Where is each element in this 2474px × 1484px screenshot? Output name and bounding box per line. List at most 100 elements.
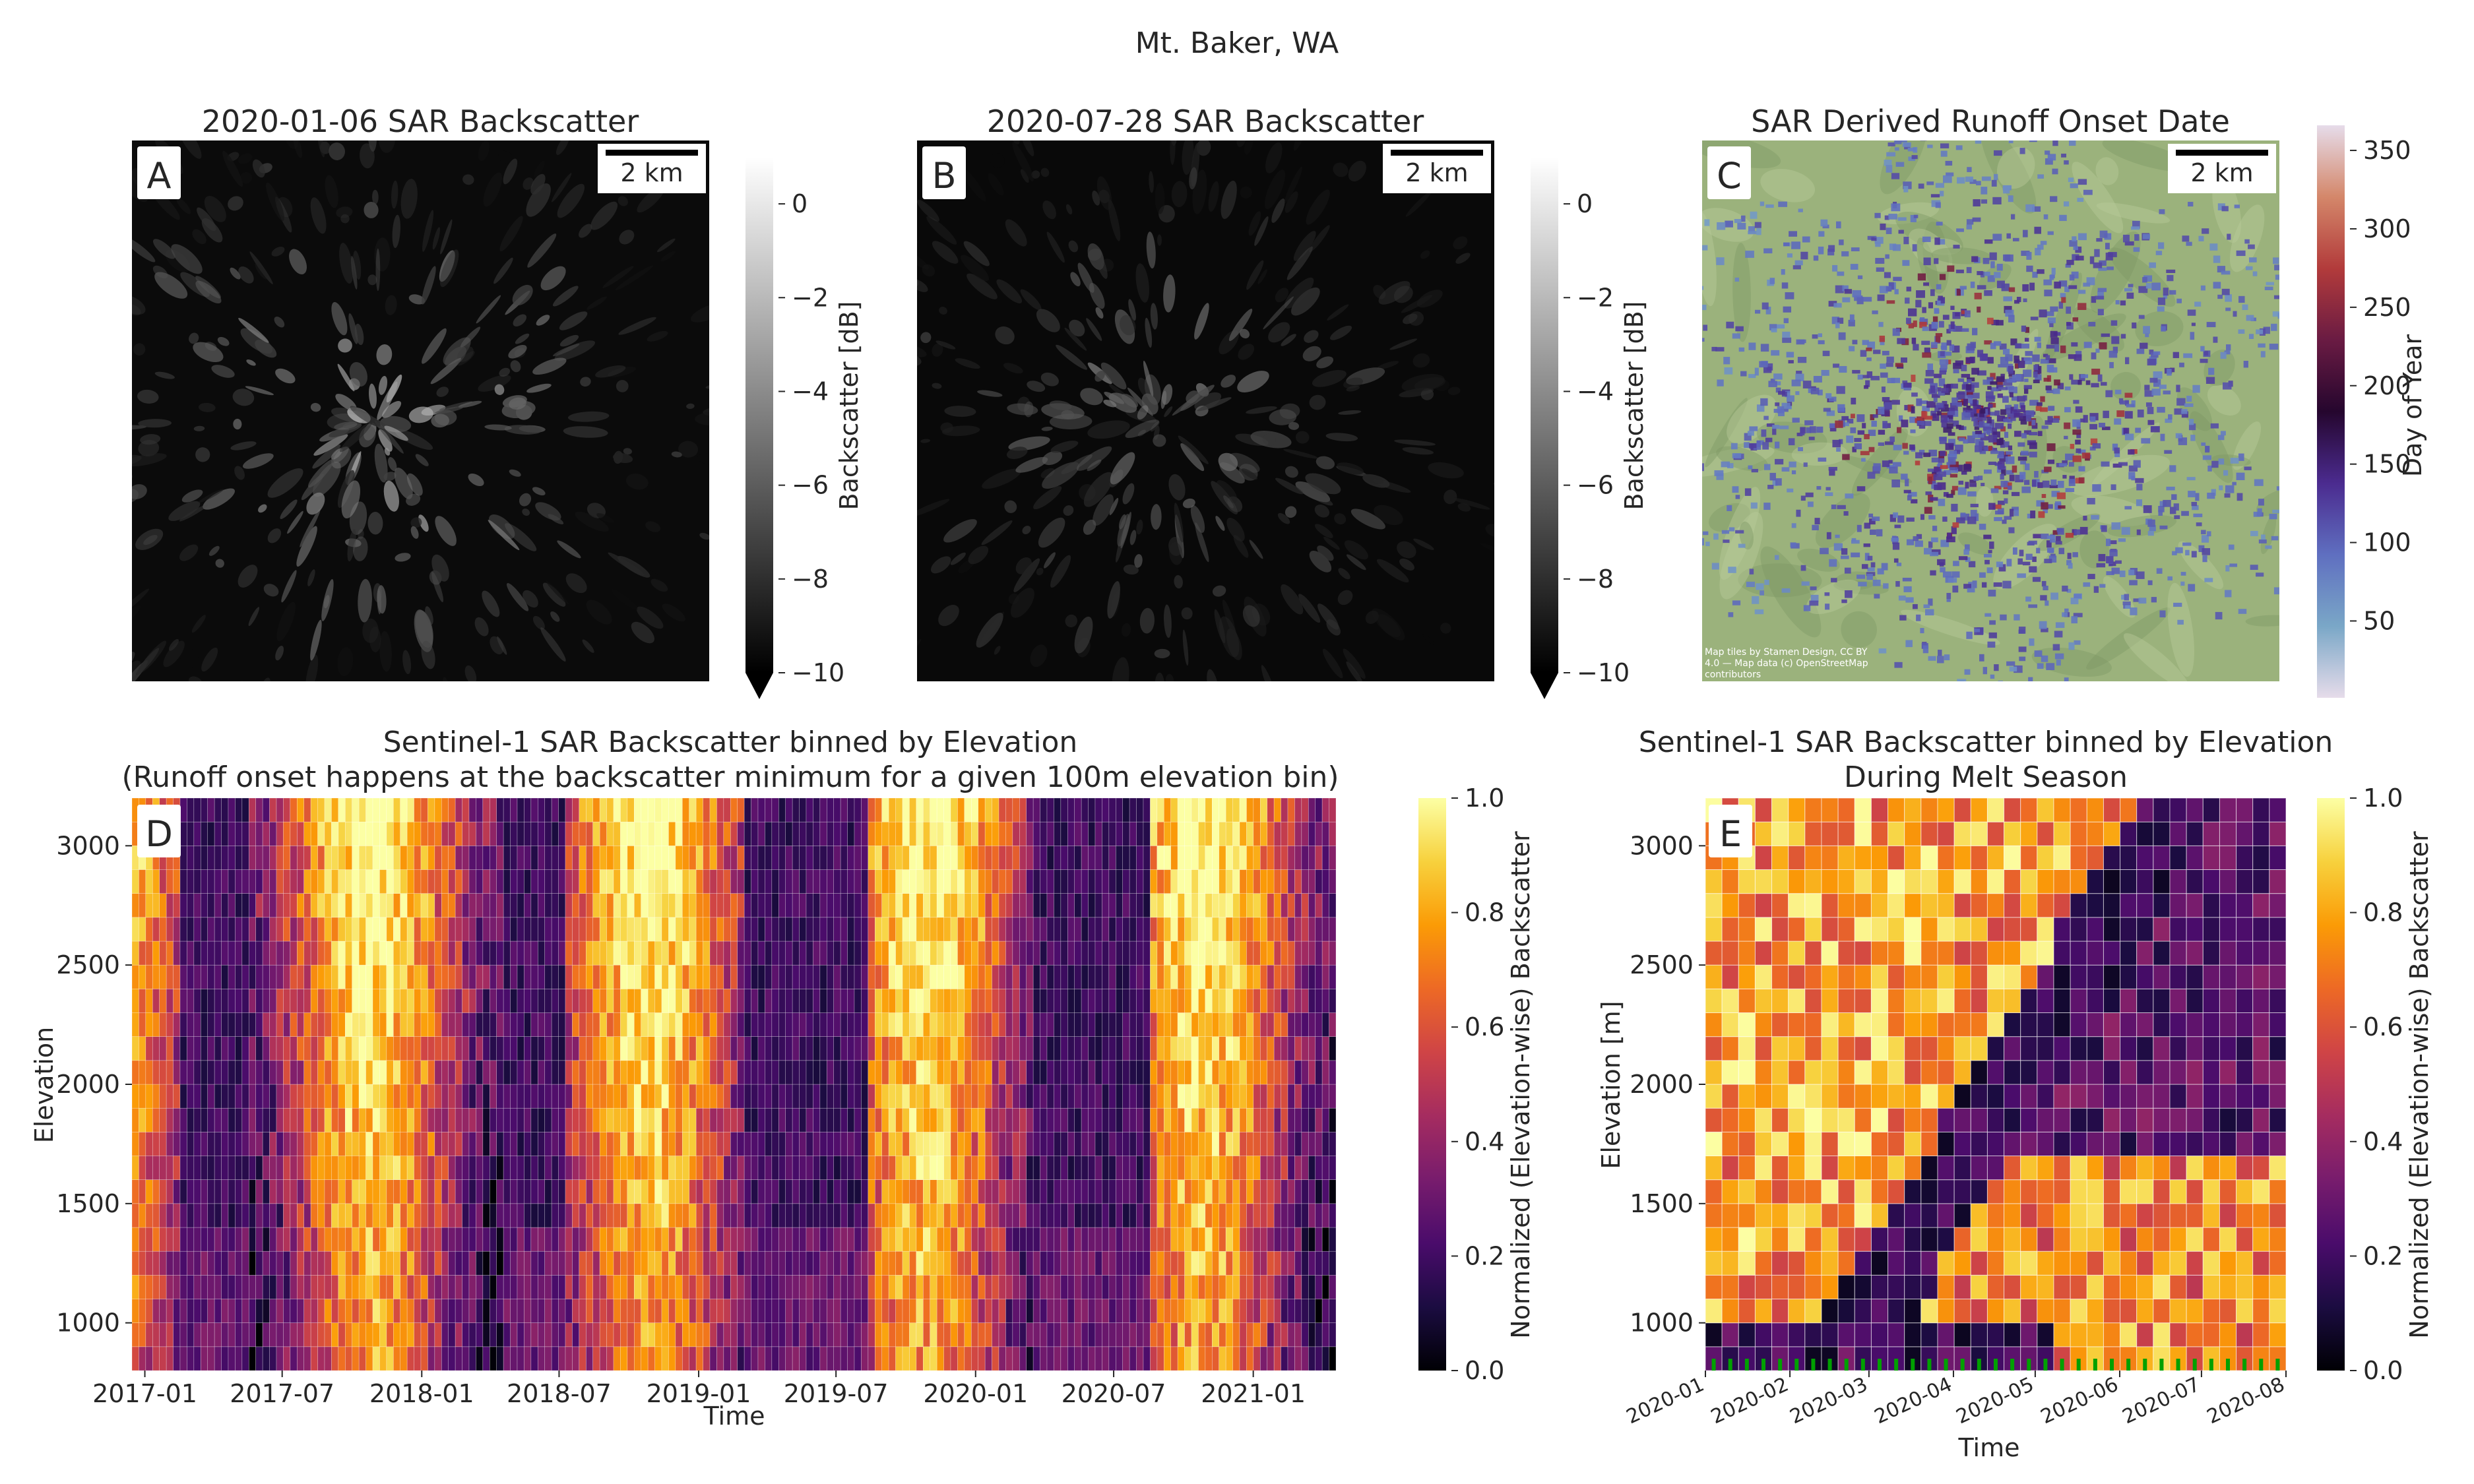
heatmap-cell <box>1267 1346 1275 1371</box>
heatmap-cell <box>241 1084 249 1109</box>
heatmap-cell <box>372 1322 380 1347</box>
heatmap-cell <box>1904 1060 1922 1085</box>
heatmap-cell <box>441 1251 449 1276</box>
heatmap-cell <box>1122 989 1130 1013</box>
heatmap-cell <box>1067 1060 1075 1085</box>
heatmap-cell <box>641 1132 649 1156</box>
heatmap-cell <box>1281 964 1288 989</box>
heatmap-cell <box>1026 964 1034 989</box>
heatmap-cell <box>482 1346 490 1371</box>
heatmap-cell <box>2020 964 2038 989</box>
heatmap-cell <box>799 821 807 846</box>
heatmap-cell <box>365 1203 373 1228</box>
heatmap-cell <box>2103 1251 2121 1276</box>
heatmap-cell <box>276 1251 284 1276</box>
heatmap-cell <box>2120 1251 2138 1276</box>
heatmap-cell <box>1074 1084 1082 1109</box>
heatmap-cell <box>654 917 662 942</box>
heatmap-cell <box>1019 869 1027 894</box>
heatmap-cell <box>1129 1346 1137 1371</box>
heatmap-cell <box>1184 1012 1192 1037</box>
heatmap-cell <box>152 1251 160 1276</box>
heatmap-cell <box>936 989 944 1013</box>
heatmap-cell <box>833 1036 841 1061</box>
heatmap-cell <box>372 917 380 942</box>
heatmap-cell <box>668 869 676 894</box>
heatmap-cell <box>1150 846 1158 870</box>
heatmap-cell <box>627 917 635 942</box>
colorbar-tick-label: 300 <box>2363 214 2411 243</box>
heatmap-cell <box>379 1299 387 1323</box>
heatmap-cell <box>1253 1060 1261 1085</box>
heatmap-cell <box>695 941 703 966</box>
heatmap-cell <box>1094 1036 1102 1061</box>
heatmap-cell <box>716 869 724 894</box>
heatmap-cell <box>950 1346 958 1371</box>
heatmap-cell <box>1754 797 1773 822</box>
heatmap-cell <box>1211 989 1220 1013</box>
heatmap-cell <box>524 1275 532 1299</box>
heatmap-cell <box>1177 989 1185 1013</box>
heatmap-cell <box>1920 941 1938 966</box>
heatmap-cell <box>888 941 896 966</box>
heatmap-cell <box>462 1179 470 1204</box>
x-tick-label: 2018-01 <box>369 1379 474 1408</box>
heatmap-cell <box>1198 1299 1206 1323</box>
heatmap-cell <box>544 869 552 894</box>
heatmap-cell <box>1721 1156 1739 1181</box>
onset-marker <box>1728 1359 1732 1371</box>
heatmap-cell <box>1129 1156 1137 1180</box>
heatmap-cell <box>930 797 937 822</box>
heatmap-cell <box>806 869 813 894</box>
heatmap-cell <box>819 1084 827 1109</box>
heatmap-cell <box>1705 1084 1723 1109</box>
heatmap-cell <box>682 1346 690 1371</box>
heatmap-cell <box>998 1179 1006 1204</box>
heatmap-cell <box>585 1346 594 1371</box>
heatmap-cell <box>1937 893 1955 918</box>
heatmap-cell <box>1040 1156 1048 1180</box>
heatmap-cell <box>888 1036 896 1061</box>
heatmap-cell <box>489 1107 497 1132</box>
heatmap-cell <box>1005 1179 1013 1204</box>
heatmap-cell <box>978 1251 986 1276</box>
heatmap-cell <box>833 917 841 942</box>
heatmap-cell <box>324 893 332 918</box>
heatmap-cell <box>1287 797 1295 822</box>
heatmap-cell <box>1788 964 1806 989</box>
heatmap-cell <box>806 1251 813 1276</box>
heatmap-cell <box>379 1012 387 1037</box>
heatmap-cell <box>964 1227 972 1252</box>
heatmap-cell <box>503 1299 511 1323</box>
heatmap-cell <box>476 1036 484 1061</box>
heatmap-cell <box>1136 1275 1144 1299</box>
heatmap-cell <box>751 869 759 894</box>
heatmap-cell <box>1225 964 1233 989</box>
heatmap-cell <box>730 1322 738 1347</box>
heatmap-cell <box>1953 1131 1971 1156</box>
heatmap-cell <box>462 1012 470 1037</box>
heatmap-cell <box>1102 1251 1110 1276</box>
heatmap-cell <box>847 1299 855 1323</box>
heatmap-cell <box>895 1346 903 1371</box>
heatmap-cell <box>434 989 442 1013</box>
heatmap-cell <box>633 1299 642 1323</box>
heatmap-cell <box>1074 1251 1082 1276</box>
heatmap-cell <box>888 797 896 822</box>
heatmap-cell <box>1721 1060 1739 1085</box>
heatmap-cell <box>448 1012 456 1037</box>
heatmap-cell <box>317 1322 325 1347</box>
heatmap-cell <box>909 846 917 870</box>
heatmap-cell <box>1970 1012 1988 1037</box>
heatmap-cell <box>730 821 738 846</box>
heatmap-cell <box>1329 1322 1337 1347</box>
heatmap-cell <box>1937 1322 1955 1347</box>
heatmap-cell <box>1136 797 1144 822</box>
heatmap-cell <box>909 1203 917 1228</box>
heatmap-cell <box>1721 1107 1739 1132</box>
heatmap-cell <box>799 1012 807 1037</box>
onset-marker <box>2126 1359 2131 1371</box>
heatmap-cell <box>751 941 759 966</box>
heatmap-cell <box>221 1132 229 1156</box>
heatmap-cell <box>916 964 924 989</box>
